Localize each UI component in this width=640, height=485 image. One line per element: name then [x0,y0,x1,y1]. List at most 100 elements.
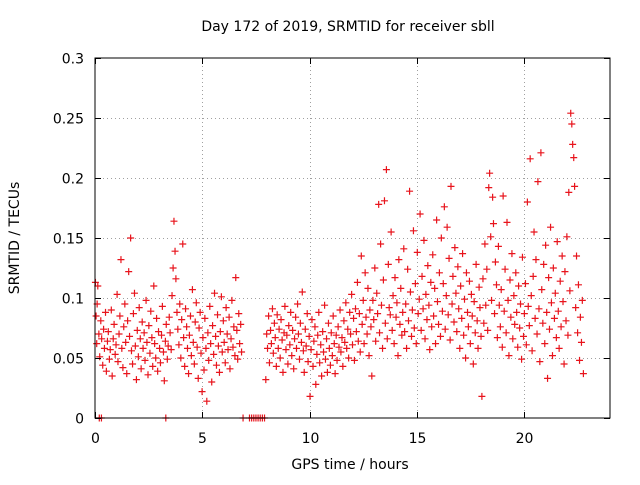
data-point [236,340,244,348]
data-point [491,310,499,318]
grid-lines [95,58,610,418]
data-point [278,336,286,344]
data-point [354,337,362,345]
data-point [453,328,461,336]
data-point [99,361,107,369]
data-point [93,340,101,348]
data-point [541,340,549,348]
data-point [508,250,516,258]
data-point [309,362,317,370]
data-point [431,284,439,292]
data-point [479,275,487,283]
data-point [114,358,122,366]
data-point [342,299,350,307]
data-point [436,332,444,340]
data-point [513,308,521,316]
data-point [574,329,582,337]
data-point [505,352,513,360]
data-point [484,326,492,334]
data-point [349,341,356,349]
data-point [509,335,517,343]
data-point [560,360,568,368]
data-point [262,376,270,384]
data-point [347,330,355,338]
data-point [458,314,466,322]
data-point [408,306,416,314]
data-point [276,354,284,362]
data-point [95,330,103,338]
data-point [214,311,222,319]
data-point [535,305,543,313]
data-point [483,265,491,273]
data-point [534,178,542,186]
data-point [523,198,531,206]
data-point [289,326,297,334]
data-point [339,362,347,370]
data-point [439,280,447,288]
data-point [373,289,381,297]
data-point [207,340,215,348]
data-point [295,355,303,363]
data-point [474,344,482,352]
data-point [364,284,372,292]
data-point [195,324,203,332]
data-point [500,307,508,315]
x-tick-label: 15 [409,431,427,447]
data-point [155,328,163,336]
data-point [281,302,289,310]
data-point [271,334,279,342]
y-tick-label: 0.3 [62,52,84,68]
data-point [171,247,179,255]
data-point [476,304,484,312]
data-point [270,319,278,327]
data-point [343,344,351,352]
data-point [554,307,562,315]
data-point [141,356,149,364]
data-point [118,344,126,352]
data-point [292,313,300,321]
data-point [317,341,325,349]
data-point [104,328,112,336]
data-point [371,264,379,272]
data-point [126,332,134,340]
data-point [137,365,145,373]
data-point [506,276,514,284]
data-point [555,344,563,352]
data-point [352,305,360,313]
data-point [504,296,512,304]
data-point [312,380,320,388]
data-point [421,335,429,343]
data-point [152,354,160,362]
data-point [92,312,100,320]
data-point [494,242,502,250]
data-point [180,334,188,342]
data-point [352,328,360,336]
data-point [542,241,550,249]
data-point [135,304,143,312]
data-point [376,329,384,337]
data-point [326,361,334,369]
data-point [229,343,237,351]
data-point [553,238,561,246]
data-point [197,349,205,357]
data-point [316,359,324,367]
data-point [401,328,409,336]
data-point [189,338,197,346]
data-point [329,312,337,320]
data-point [232,274,240,282]
data-point [112,341,120,349]
data-point [265,312,273,320]
data-point [192,299,200,307]
data-point [297,338,305,346]
data-point [274,344,282,352]
data-point [149,362,157,370]
data-point [455,305,463,313]
data-point [132,376,140,384]
data-point [518,355,526,363]
data-point [408,332,416,340]
data-point [110,320,118,328]
data-point [377,301,385,309]
data-point [315,308,323,316]
data-point [473,317,481,325]
